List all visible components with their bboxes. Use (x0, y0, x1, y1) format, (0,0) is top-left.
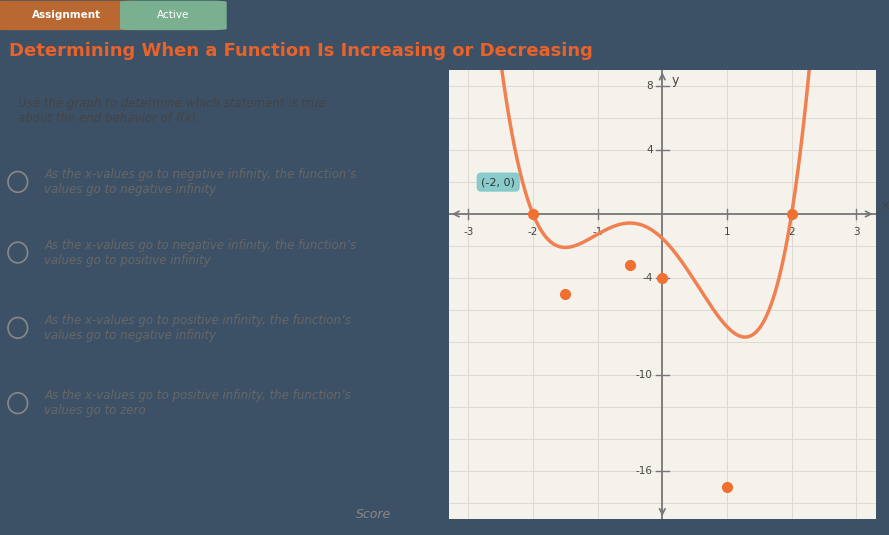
Text: 4: 4 (646, 145, 653, 155)
Text: Active: Active (157, 10, 189, 20)
FancyBboxPatch shape (0, 1, 142, 30)
Text: -3: -3 (463, 227, 474, 237)
Text: Assignment: Assignment (32, 10, 101, 20)
Text: (-2, 0): (-2, 0) (481, 177, 515, 187)
Text: -16: -16 (636, 466, 653, 476)
Text: Score: Score (356, 508, 391, 521)
Text: 3: 3 (853, 227, 860, 237)
Text: -10: -10 (636, 370, 653, 379)
Text: Determining When a Function Is Increasing or Decreasing: Determining When a Function Is Increasin… (9, 42, 593, 60)
Text: Use the graph to determine which statement is true
about the end behavior of f(x: Use the graph to determine which stateme… (18, 97, 325, 125)
Text: x: x (882, 200, 889, 212)
Text: 1: 1 (724, 227, 730, 237)
Text: -4: -4 (642, 273, 653, 283)
Text: As the x-values go to positive infinity, the function’s
values go to negative in: As the x-values go to positive infinity,… (44, 314, 351, 342)
Text: As the x-values go to positive infinity, the function’s
values go to zero: As the x-values go to positive infinity,… (44, 389, 351, 417)
Text: -1: -1 (592, 227, 603, 237)
Text: 2: 2 (789, 227, 795, 237)
Text: As the x-values go to negative infinity, the function’s
values go to positive in: As the x-values go to negative infinity,… (44, 239, 356, 266)
Text: -2: -2 (528, 227, 538, 237)
FancyBboxPatch shape (120, 1, 227, 30)
Text: As the x-values go to negative infinity, the function’s
values go to negative in: As the x-values go to negative infinity,… (44, 168, 356, 196)
Text: 8: 8 (646, 81, 653, 90)
Text: y: y (672, 74, 679, 87)
